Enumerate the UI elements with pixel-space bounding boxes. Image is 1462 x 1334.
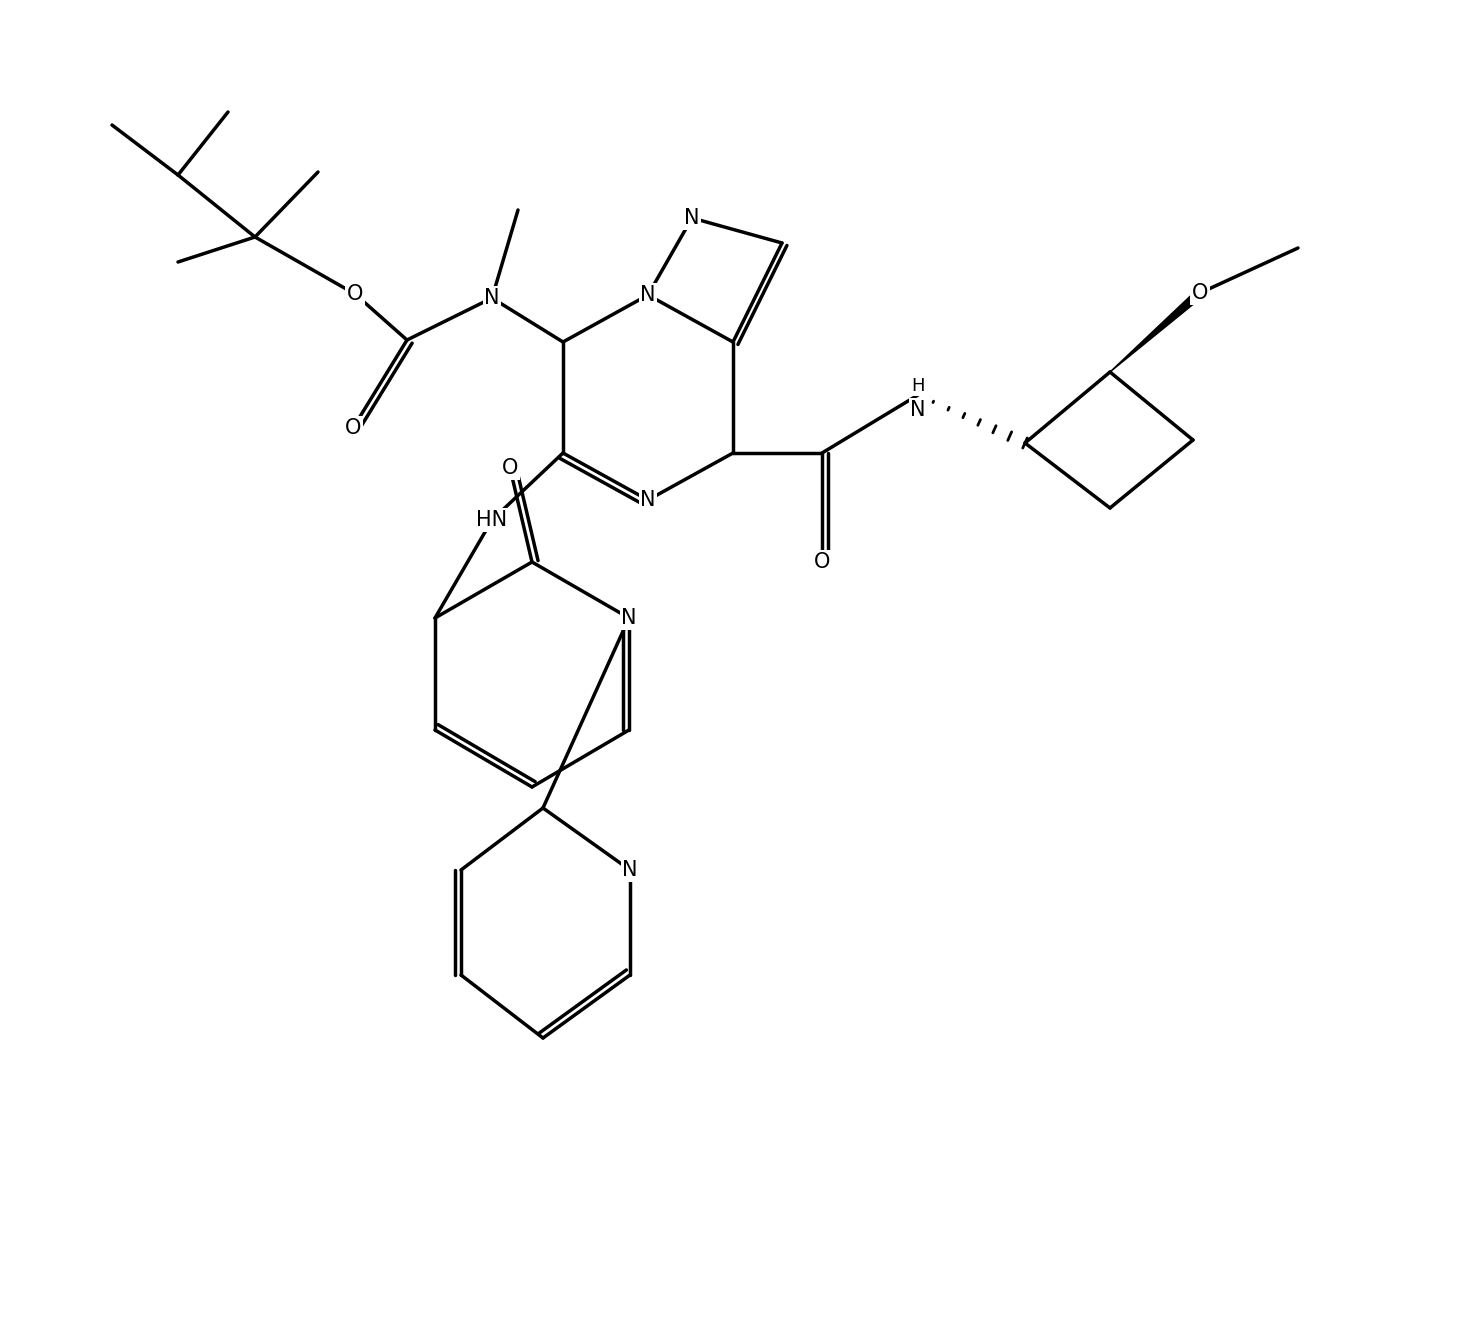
Text: O: O xyxy=(1192,283,1208,303)
Polygon shape xyxy=(1110,289,1203,372)
Text: N: N xyxy=(640,285,656,305)
Text: H: H xyxy=(911,378,925,395)
Text: N: N xyxy=(621,608,637,628)
Text: N: N xyxy=(640,490,656,510)
Text: O: O xyxy=(345,418,361,438)
Text: N: N xyxy=(484,288,500,308)
Text: O: O xyxy=(501,458,518,478)
Text: N: N xyxy=(911,400,925,420)
Text: O: O xyxy=(814,552,830,572)
Text: N: N xyxy=(684,208,700,228)
Text: HN: HN xyxy=(477,510,507,530)
Text: N: N xyxy=(623,860,637,880)
Text: O: O xyxy=(346,284,363,304)
